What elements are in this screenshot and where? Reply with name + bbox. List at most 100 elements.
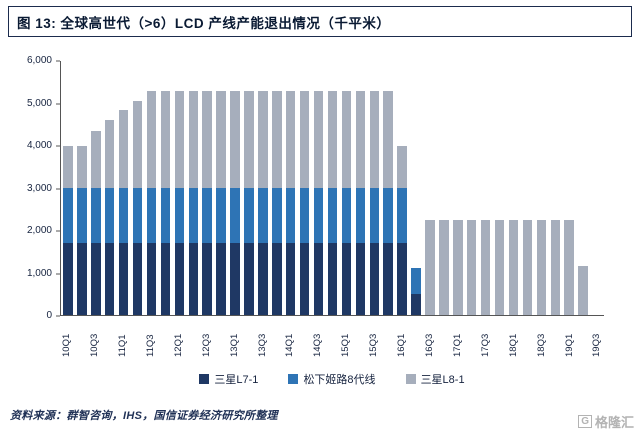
watermark: G 格隆汇 (578, 412, 634, 431)
bar-segment (355, 90, 366, 189)
y-tick-mark (56, 103, 60, 104)
bar-segment (480, 219, 491, 315)
bar-16Q3 (423, 61, 437, 315)
bar-11Q4 (158, 61, 172, 315)
x-tick-slot: 14Q1 (283, 319, 297, 357)
bar-segment (216, 243, 226, 315)
bar-segment (230, 90, 240, 189)
bar-segment (105, 243, 115, 315)
stacked-bar (299, 61, 310, 315)
stacked-bar (105, 61, 115, 315)
x-tick-slot (437, 319, 451, 357)
x-tick-slot: 17Q1 (451, 319, 465, 357)
y-tick-label: 3,000 (26, 182, 52, 194)
x-tick-slot: 15Q3 (367, 319, 381, 357)
bar-segment (285, 90, 296, 189)
bar-15Q2 (353, 61, 367, 315)
x-tick-slot (520, 319, 534, 357)
x-tick-label: 14Q3 (312, 333, 324, 357)
bar-segment (578, 266, 588, 315)
x-tick-slot (493, 319, 507, 357)
source-note: 资料来源：群智咨询，IHS，国信证券经济研究所整理 (10, 410, 278, 422)
bar-15Q4 (381, 61, 395, 315)
chart: 0 1,000 2,000 3,000 4,000 5,000 6,000 10Q1 10Q3… (10, 56, 604, 387)
bar-segment (244, 90, 254, 189)
chart-grid: 0 1,000 2,000 3,000 4,000 5,000 6,000 10Q1 10Q3… (10, 56, 604, 387)
bar-segment (327, 188, 338, 244)
x-tick-slot: 13Q3 (255, 319, 269, 357)
bar-13Q2 (242, 61, 256, 315)
stacked-bar (578, 61, 588, 315)
legend-label: 松下姬路8代线 (303, 374, 376, 386)
bar-segment (272, 243, 282, 315)
bar-segment (369, 90, 379, 189)
x-tick-label: 14Q1 (284, 333, 296, 357)
y-tick-mark (56, 315, 60, 317)
x-tick-slot: 13Q1 (227, 319, 241, 357)
stacked-bar (341, 61, 352, 315)
bar-19Q2 (576, 61, 590, 315)
bar-segment (411, 268, 421, 294)
y-tick-label: 2,000 (26, 225, 52, 236)
bar-segment (118, 109, 129, 189)
bar-segment (341, 90, 352, 189)
bar-segment (132, 101, 143, 189)
stacked-bar (160, 61, 171, 315)
bar-11Q2 (131, 61, 145, 315)
bar-14Q4 (326, 61, 340, 315)
bar-segment (508, 219, 519, 315)
bar-segment (285, 243, 296, 315)
x-tick-label: 10Q1 (61, 333, 73, 357)
stacked-bar (397, 61, 407, 315)
bar-segment (369, 188, 379, 244)
bar-segment (327, 243, 338, 315)
bar-segment (383, 188, 393, 244)
x-tick-slot (74, 319, 88, 357)
bar-18Q3 (534, 61, 548, 315)
bar-17Q3 (479, 61, 493, 315)
x-tick-slot: 18Q3 (534, 319, 548, 357)
stacked-bar (522, 61, 533, 315)
stacked-bar (146, 61, 157, 315)
stacked-bar (508, 61, 519, 315)
stacked-bar (411, 61, 421, 315)
x-tick-slot (325, 319, 339, 357)
bar-segment (63, 145, 73, 189)
bar-segment (564, 219, 574, 315)
x-tick-label: 19Q3 (591, 333, 603, 357)
stacked-bar (355, 61, 366, 315)
bar-12Q3 (200, 61, 214, 315)
y-axis: 0 1,000 2,000 3,000 4,000 5,000 6,000 (10, 56, 60, 321)
bar-segment (397, 243, 407, 315)
bar-segment (77, 188, 87, 244)
stacked-bar (77, 61, 87, 315)
bar-segment (258, 243, 268, 315)
x-tick-label: 13Q1 (228, 333, 240, 357)
bar-segment (174, 243, 185, 315)
bar-segment (313, 90, 324, 189)
x-tick-slot: 18Q1 (507, 319, 521, 357)
stacked-bar (313, 61, 324, 315)
bar-segment (439, 219, 449, 315)
bar-segment (244, 243, 254, 315)
bar-17Q4 (493, 61, 507, 315)
gelonghui-logo-icon: G (578, 415, 592, 428)
y-tick-mark (56, 60, 60, 62)
x-tick-label: 17Q3 (479, 333, 491, 357)
bar-segment (355, 188, 366, 244)
y-tick-mark (56, 188, 60, 189)
stacked-bar (216, 61, 226, 315)
bar-segment (105, 120, 115, 189)
bar-segment (299, 243, 310, 315)
bar-segment (272, 188, 282, 244)
bar-segment (397, 188, 407, 244)
y-tick-label: 6,000 (26, 55, 52, 66)
bar-segment (160, 243, 171, 315)
x-tick-slot: 15Q1 (339, 319, 353, 357)
bar-13Q1 (228, 61, 242, 315)
bar-segment (327, 90, 338, 189)
bar-segment (91, 243, 101, 315)
legend-item: 三星L7-1 (199, 371, 258, 387)
bar-17Q2 (465, 61, 479, 315)
